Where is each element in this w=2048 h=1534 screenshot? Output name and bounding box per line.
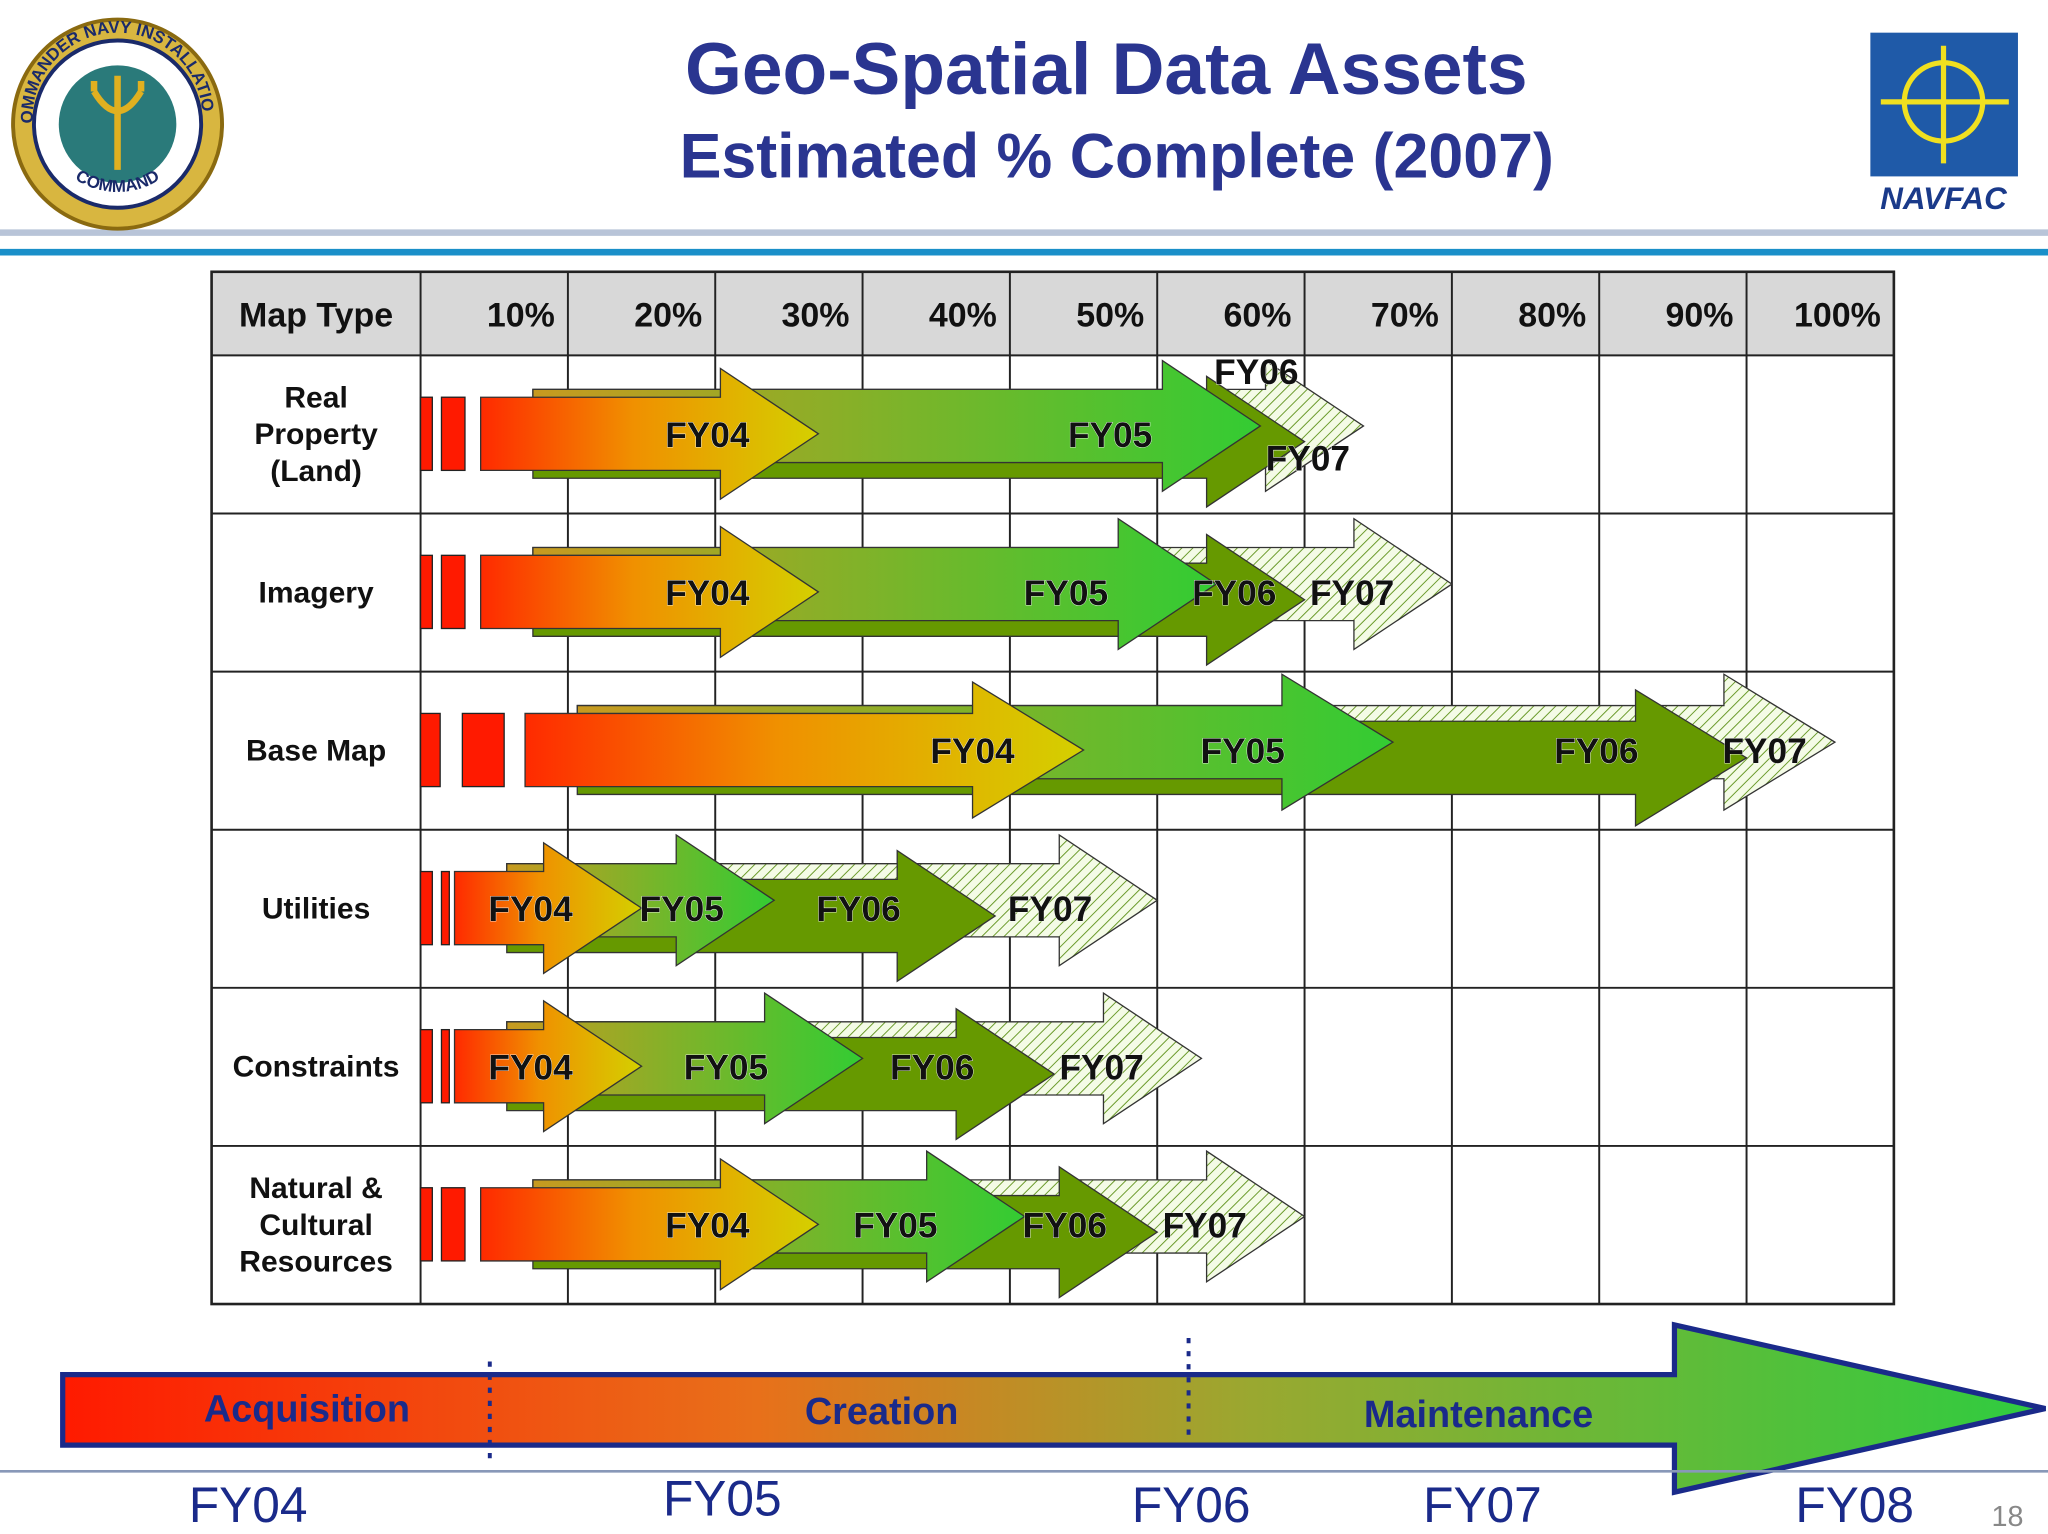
- fiscal-year-label: FY05: [684, 1048, 768, 1087]
- column-header: 100%: [1794, 297, 1881, 335]
- logo-text: NAVFAC: [1880, 181, 2007, 216]
- fiscal-year-label: FY05: [1024, 574, 1108, 613]
- row-label: Utilities: [262, 893, 370, 926]
- fiscal-year-label: FY04: [930, 732, 1015, 771]
- lead-bar: [440, 870, 450, 946]
- fiscal-year-label: FY07: [1008, 890, 1092, 929]
- lead-bar: [440, 1187, 466, 1262]
- table: Map Type 10% 20% 30% 40% 50% 60% 70% 80% 90% 100% R…: [210, 270, 1896, 1306]
- column-header: 80%: [1518, 297, 1586, 335]
- row-label: Property: [254, 418, 378, 451]
- page-number: 18: [1992, 1501, 2024, 1533]
- fiscal-year-label: FY05: [1068, 416, 1152, 455]
- fiscal-year-label: FY06: [816, 890, 900, 929]
- fiscal-year-label: FY07: [1266, 439, 1350, 478]
- timeline: Acquisition Creation Maintenance FY04 FY05 FY…: [0, 1321, 2048, 1533]
- fiscal-year-label: FY04: [665, 416, 750, 455]
- fiscal-year-label: FY04: [665, 1206, 750, 1245]
- fiscal-year-label: FY04: [665, 574, 750, 613]
- progress-arrow: [479, 1157, 820, 1291]
- phase-label: Acquisition: [204, 1389, 410, 1431]
- fiscal-year-label: FY06: [1214, 353, 1298, 392]
- year-label: FY05: [663, 1471, 782, 1527]
- lead-bar: [419, 1187, 433, 1262]
- column-header: 30%: [782, 297, 850, 335]
- row-label: Imagery: [258, 576, 373, 609]
- fiscal-year-label: FY06: [1554, 732, 1638, 771]
- fiscal-year-label: FY05: [853, 1206, 937, 1245]
- phase-label: Creation: [805, 1391, 959, 1433]
- header-row: [211, 271, 1894, 356]
- title: Geo-Spatial Data Assets: [685, 28, 1528, 110]
- column-header: 90%: [1666, 297, 1734, 335]
- column-header: 70%: [1371, 297, 1439, 335]
- subtitle: Estimated % Complete (2007): [680, 122, 1554, 192]
- lead-bar: [440, 554, 466, 630]
- row-label: Natural &: [249, 1172, 382, 1205]
- lead-bar: [419, 554, 433, 630]
- row-label: Real: [284, 382, 347, 415]
- table-border: [210, 270, 1896, 1306]
- year-label: FY08: [1795, 1477, 1914, 1533]
- row-label: Resources: [239, 1245, 393, 1278]
- progress-arrow: [453, 841, 643, 975]
- fiscal-year-label: FY06: [890, 1048, 974, 1087]
- lead-bar: [419, 396, 433, 472]
- column-header: 40%: [929, 297, 997, 335]
- lead-bar: [440, 396, 466, 472]
- year-label: FY04: [189, 1477, 308, 1533]
- progress-arrow: [479, 367, 820, 501]
- progress-arrow: [453, 999, 643, 1133]
- fiscal-year-label: FY04: [488, 1048, 573, 1087]
- fiscal-year-label: FY07: [1310, 574, 1394, 613]
- column-header: 10%: [487, 297, 555, 335]
- fiscal-year-label: FY05: [640, 890, 724, 929]
- fiscal-year-label: FY07: [1163, 1206, 1247, 1245]
- progress-arrow: [524, 680, 1085, 820]
- lead-bar: [461, 712, 505, 788]
- timeline-arrow: [60, 1321, 2046, 1496]
- fiscal-year-label: FY06: [1192, 574, 1276, 613]
- row-label: (Land): [270, 455, 362, 488]
- row-label: Constraints: [233, 1051, 400, 1084]
- fiscal-year-label: FY04: [488, 890, 573, 929]
- lead-bar: [419, 712, 441, 788]
- fiscal-year-label: FY07: [1059, 1048, 1143, 1087]
- lead-bar: [419, 1028, 433, 1104]
- navfac-logo: NAVFAC: [1870, 32, 2018, 216]
- lead-bar: [419, 870, 433, 946]
- column-header: 20%: [634, 297, 702, 335]
- phase-label: Maintenance: [1364, 1394, 1593, 1436]
- lead-bar: [440, 1028, 450, 1104]
- seal-logo: COMMANDER NAVY INSTALLATIONS COMMAND: [0, 0, 224, 231]
- column-header: 50%: [1076, 297, 1144, 335]
- column-header: Map Type: [239, 297, 393, 335]
- column-header: 60%: [1224, 297, 1292, 335]
- fiscal-year-label: FY05: [1201, 732, 1285, 771]
- row-label: Base Map: [246, 734, 386, 767]
- fiscal-year-label: FY06: [1023, 1206, 1107, 1245]
- year-label: FY07: [1423, 1477, 1542, 1533]
- progress-arrow: [479, 525, 820, 659]
- row-label: Cultural: [259, 1209, 372, 1242]
- year-label: FY06: [1132, 1477, 1251, 1533]
- fiscal-year-label: FY07: [1722, 732, 1806, 771]
